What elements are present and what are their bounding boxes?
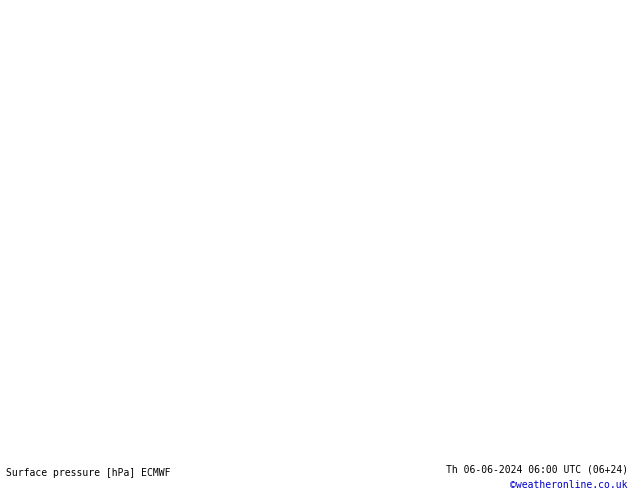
Text: Surface pressure [hPa] ECMWF: Surface pressure [hPa] ECMWF: [6, 468, 171, 478]
Text: Th 06-06-2024 06:00 UTC (06+24): Th 06-06-2024 06:00 UTC (06+24): [446, 465, 628, 474]
Text: ©weatheronline.co.uk: ©weatheronline.co.uk: [510, 480, 628, 490]
